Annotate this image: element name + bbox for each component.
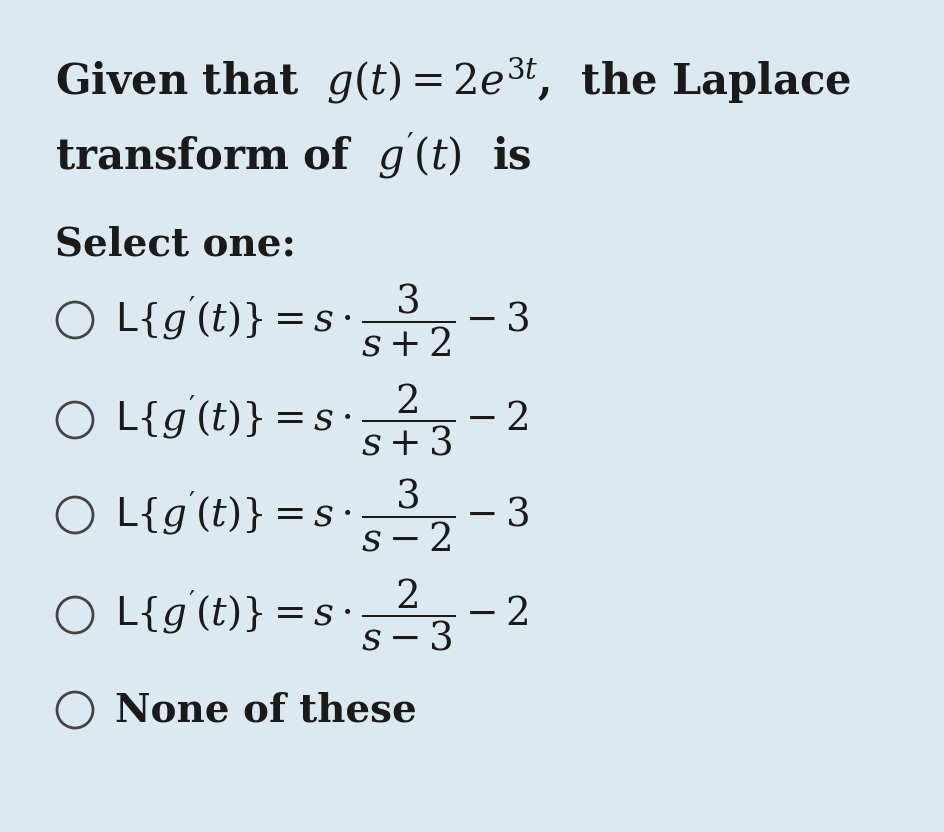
Text: Select one:: Select one: — [55, 225, 296, 263]
Text: $\mathcal{L}\{g'(t)\} = s \cdot \dfrac{2}{s+3} - 2$: $\mathcal{L}\{g'(t)\} = s \cdot \dfrac{2… — [115, 382, 529, 458]
Text: $\mathcal{L}\{g'(t)\} = s \cdot \dfrac{3}{s-2} - 3$: $\mathcal{L}\{g'(t)\} = s \cdot \dfrac{3… — [115, 477, 530, 553]
Text: None of these: None of these — [115, 691, 416, 729]
Text: Given that  $g(t) = 2e^{3t}$,  the Laplace: Given that $g(t) = 2e^{3t}$, the Laplace — [55, 55, 851, 106]
Text: $\mathcal{L}\{g'(t)\} = s \cdot \dfrac{3}{s+2} - 3$: $\mathcal{L}\{g'(t)\} = s \cdot \dfrac{3… — [115, 281, 530, 359]
Text: $\mathcal{L}\{g'(t)\} = s \cdot \dfrac{2}{s-3} - 2$: $\mathcal{L}\{g'(t)\} = s \cdot \dfrac{2… — [115, 577, 529, 653]
Text: transform of  $g'(t)$  is: transform of $g'(t)$ is — [55, 130, 531, 181]
